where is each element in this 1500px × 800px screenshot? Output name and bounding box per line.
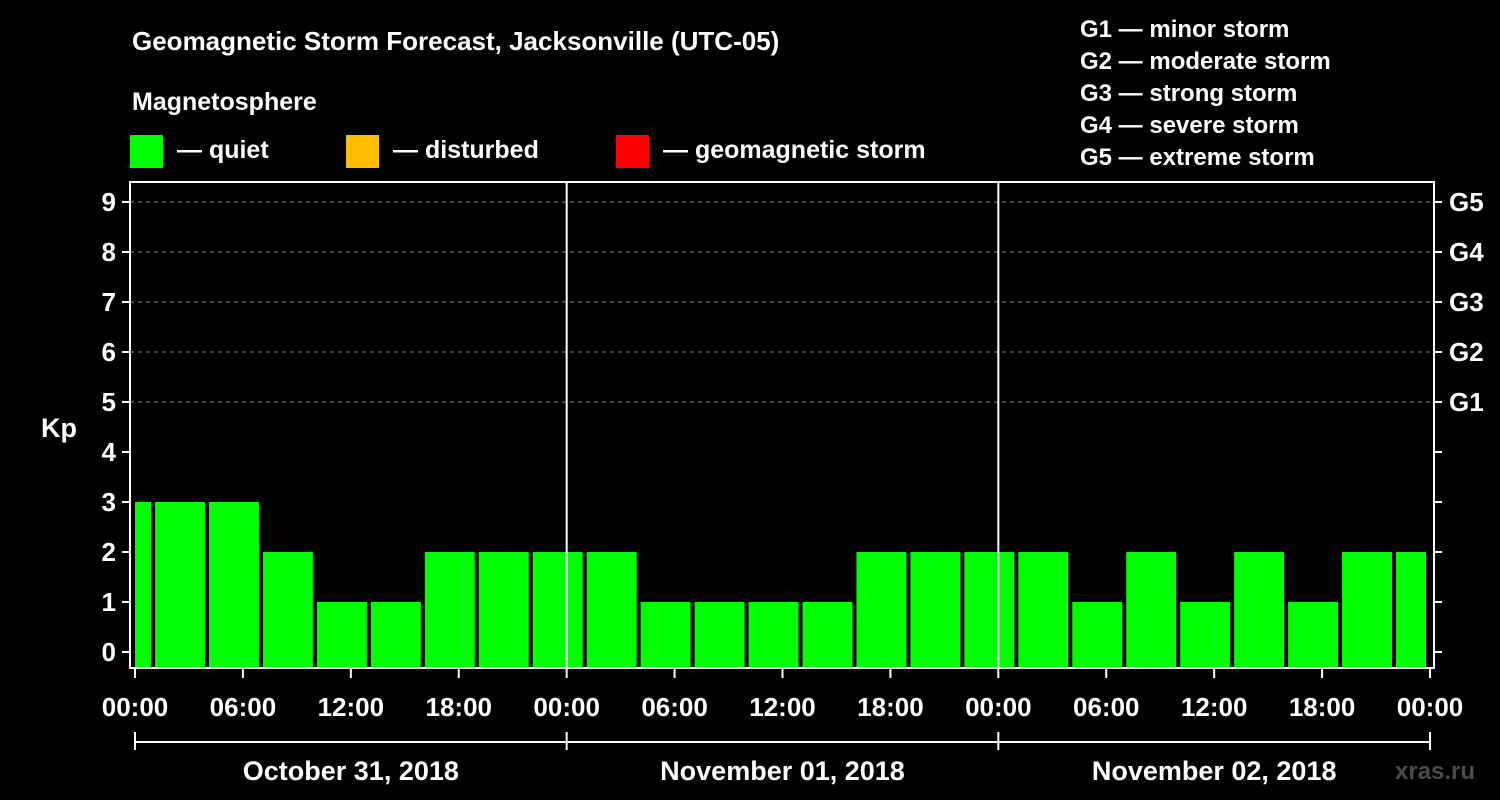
right-tick-label-g2: G2 [1449, 337, 1484, 367]
bar-1 [154, 502, 205, 668]
y-tick-label-9: 9 [102, 187, 116, 217]
y-tick-label-4: 4 [102, 437, 117, 467]
x-tick-label-2: 12:00 [318, 692, 385, 722]
right-tick-label-g4: G4 [1449, 237, 1484, 267]
bar-20 [1180, 602, 1231, 668]
legend-heading: Magnetosphere [132, 88, 317, 116]
bar-14 [856, 552, 907, 668]
y-tick-label-3: 3 [102, 487, 116, 517]
storm-scale-g5: G5 — extreme storm [1080, 144, 1315, 171]
day-label-1: November 01, 2018 [660, 756, 905, 786]
bar-21 [1234, 552, 1285, 668]
bar-4 [316, 602, 367, 668]
bar-10 [640, 602, 691, 668]
bar-5 [370, 602, 421, 668]
bar-15 [910, 552, 961, 668]
bar-22 [1288, 602, 1339, 668]
x-tick-label-11: 18:00 [1289, 692, 1356, 722]
bar-6 [424, 552, 475, 668]
right-tick-label-g5: G5 [1449, 187, 1484, 217]
bar-2 [208, 502, 259, 668]
watermark: xras.ru [1395, 758, 1475, 785]
storm-scale-g2: G2 — moderate storm [1080, 48, 1331, 75]
bar-23 [1342, 552, 1393, 668]
bar-12 [748, 602, 799, 668]
legend-swatch-quiet [130, 135, 163, 168]
x-tick-label-5: 06:00 [641, 692, 708, 722]
x-tick-label-0: 00:00 [102, 692, 169, 722]
x-tick-label-7: 18:00 [857, 692, 924, 722]
y-tick-label-7: 7 [102, 287, 116, 317]
legend-label-quiet: — quiet [177, 136, 269, 164]
x-tick-label-12: 00:00 [1397, 692, 1464, 722]
x-tick-label-9: 06:00 [1073, 692, 1140, 722]
legend-swatch-disturbed [346, 135, 379, 168]
x-tick-label-8: 00:00 [965, 692, 1032, 722]
legend-label-storm: — geomagnetic storm [663, 136, 926, 164]
y-tick-label-1: 1 [102, 587, 116, 617]
legend-swatch-storm [616, 135, 649, 168]
legend-label-disturbed: — disturbed [393, 136, 539, 164]
storm-scale-g1: G1 — minor storm [1080, 16, 1289, 43]
x-tick-label-10: 12:00 [1181, 692, 1248, 722]
day-label-2: November 02, 2018 [1092, 756, 1337, 786]
bar-17 [1018, 552, 1069, 668]
bar-24 [1396, 552, 1426, 668]
y-axis-label: Kp [41, 413, 77, 443]
y-tick-label-6: 6 [102, 337, 116, 367]
y-tick-label-2: 2 [102, 537, 116, 567]
right-tick-label-g3: G3 [1449, 287, 1484, 317]
day-label-0: October 31, 2018 [243, 756, 459, 786]
bar-8 [532, 552, 583, 668]
right-tick-label-g1: G1 [1449, 387, 1484, 417]
y-tick-label-0: 0 [102, 637, 116, 667]
bars [135, 502, 1426, 668]
bar-19 [1126, 552, 1177, 668]
tick-labels: 0 1 2 3 4 5 6 7 8 9 G1 G2 G3 G4 G5 00:00 06:00 12:00 18:00… [102, 187, 1485, 786]
bar-11 [694, 602, 745, 668]
bar-18 [1072, 602, 1123, 668]
bar-0 [135, 502, 151, 668]
y-tick-label-5: 5 [102, 387, 116, 417]
chart-title: Geomagnetic Storm Forecast, Jacksonville… [132, 26, 779, 56]
bar-9 [586, 552, 637, 668]
axes [122, 181, 1442, 750]
bar-13 [802, 602, 853, 668]
storm-scale-g4: G4 — severe storm [1080, 112, 1299, 139]
grid [130, 201, 1434, 403]
x-tick-label-3: 18:00 [426, 692, 493, 722]
bar-3 [262, 552, 313, 668]
bar-16 [964, 552, 1015, 668]
bar-7 [478, 552, 529, 668]
x-tick-label-4: 00:00 [533, 692, 600, 722]
y-tick-label-8: 8 [102, 237, 116, 267]
x-tick-label-6: 12:00 [749, 692, 816, 722]
storm-scale-g3: G3 — strong storm [1080, 80, 1297, 107]
x-tick-label-1: 06:00 [210, 692, 277, 722]
